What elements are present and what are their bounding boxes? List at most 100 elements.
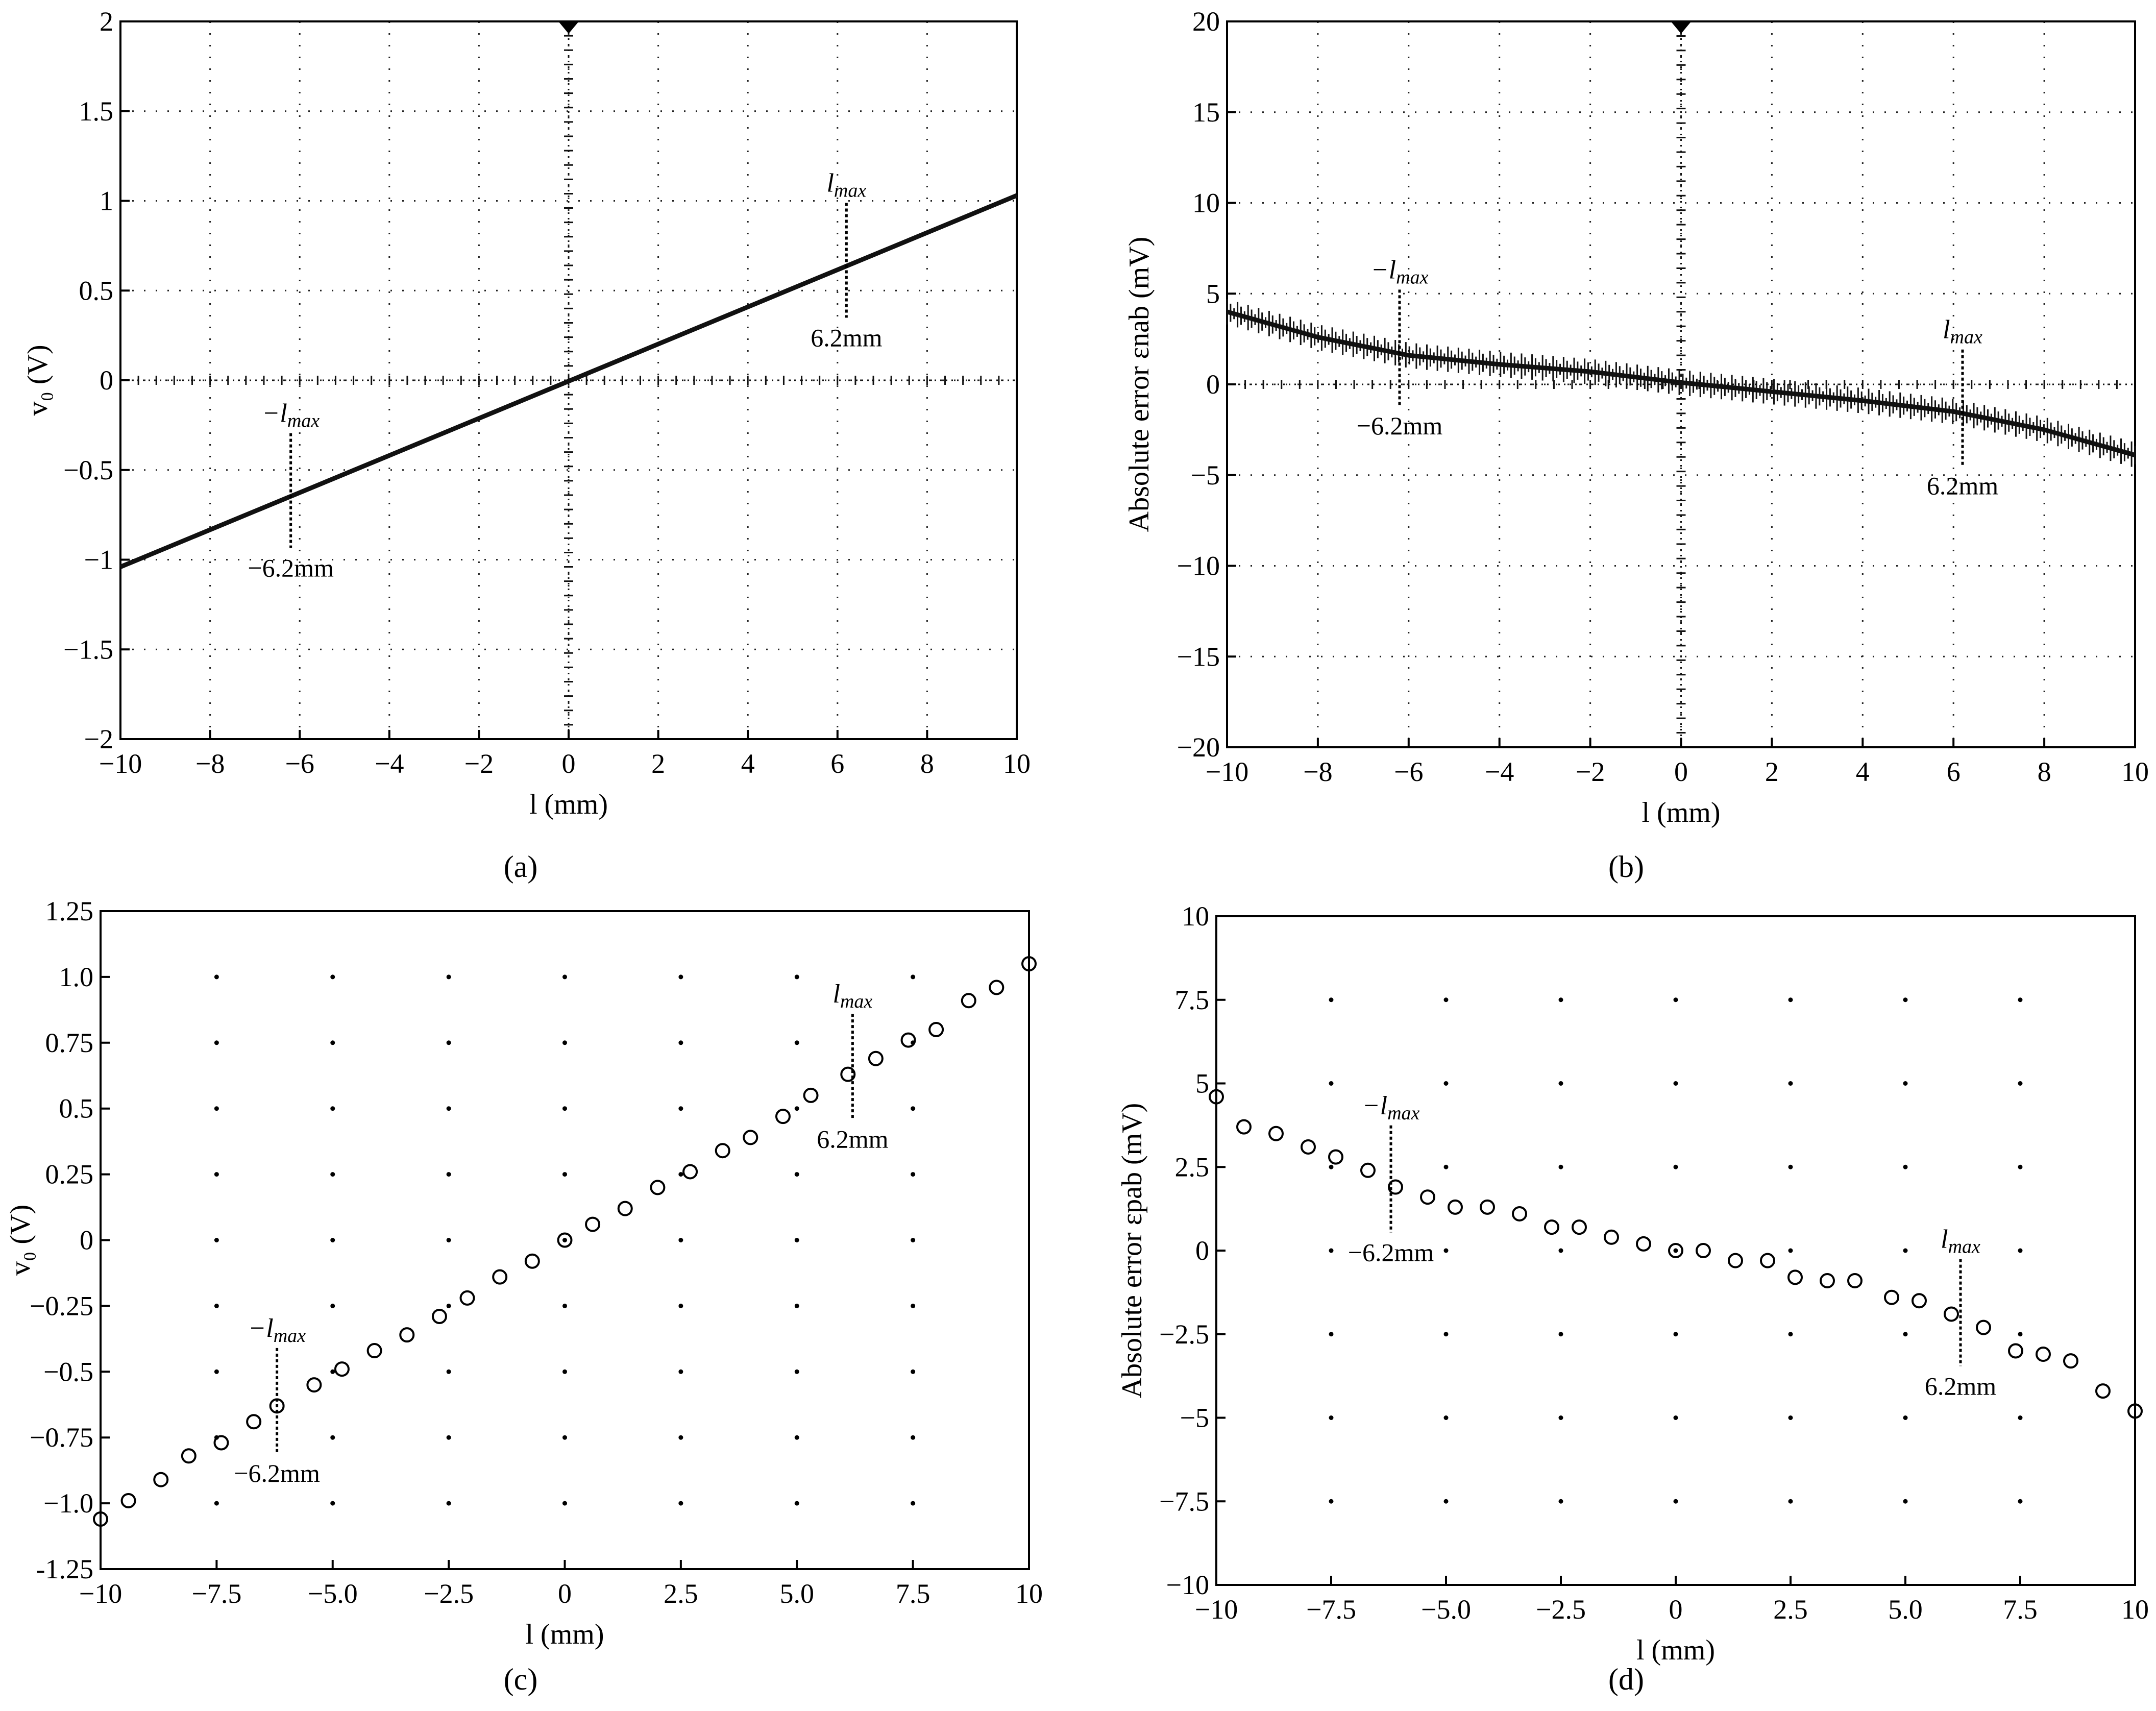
- y-tick-label: 2.5: [1175, 1152, 1210, 1182]
- x-tick-label: 0: [1674, 756, 1688, 787]
- data-point: [617, 1201, 633, 1216]
- data-point: [1760, 1253, 1775, 1268]
- y-tick-label: −5: [1191, 460, 1220, 491]
- grid-dot: [446, 1040, 451, 1045]
- y-tick-label: −0.75: [30, 1422, 93, 1453]
- y-tick-label: −0.5: [63, 455, 113, 485]
- grid-dot: [1329, 997, 1334, 1003]
- x-tick-label: −7.5: [191, 1578, 241, 1609]
- grid-dot: [1329, 1164, 1334, 1169]
- grid-dot: [2018, 1248, 2023, 1253]
- lmax-label: −lmax: [248, 1314, 306, 1347]
- grid-dot: [1558, 1415, 1563, 1420]
- lmax-value-label: −6.2mm: [234, 1459, 320, 1487]
- grid-dot: [1788, 997, 1793, 1003]
- grid-dot: [911, 1303, 916, 1308]
- y-axis-label: Absolute error εnab (mV): [1123, 237, 1155, 532]
- data-point: [492, 1269, 508, 1285]
- lmax-value-label: −6.2mm: [1357, 411, 1443, 440]
- grid-dot: [1443, 1332, 1449, 1337]
- y-tick-label: 10: [1182, 901, 1209, 932]
- grid-dot: [214, 1369, 219, 1374]
- y-tick-label: 2: [100, 6, 113, 37]
- grid-dot: [1329, 1332, 1334, 1337]
- data-point: [868, 1050, 884, 1066]
- x-tick-label: 10: [2121, 756, 2149, 787]
- x-tick-label: 4: [1856, 756, 1870, 787]
- y-tick-label: 1: [100, 186, 113, 216]
- grid-dot: [794, 1303, 799, 1308]
- grid-dot: [911, 1106, 916, 1111]
- grid-dot: [1329, 1248, 1334, 1253]
- data-point: [989, 980, 1004, 995]
- lmax-subscript: max: [1948, 1236, 1980, 1258]
- y-tick-label: 0: [100, 365, 113, 396]
- data-point: [1388, 1179, 1403, 1195]
- lmax-value-label: −6.2mm: [1348, 1238, 1434, 1266]
- grid-dot: [1903, 1332, 1908, 1337]
- grid-dot: [1673, 1415, 1678, 1420]
- x-tick-label: 0: [558, 1578, 572, 1609]
- data-point: [181, 1448, 197, 1464]
- grid-dot: [1329, 1081, 1334, 1086]
- x-tick-label: 2.5: [1773, 1594, 1808, 1625]
- grid-dot: [794, 1501, 799, 1506]
- x-tick-label: 8: [2038, 756, 2051, 787]
- x-axis-label: l (mm): [526, 1619, 604, 1650]
- lmax-symbol: −l: [1362, 1091, 1388, 1120]
- grid-dot: [1788, 1081, 1793, 1086]
- data-point: [1209, 1089, 1224, 1105]
- y-tick-label: 7.5: [1175, 985, 1210, 1015]
- grid-dot: [1558, 1332, 1563, 1337]
- trigger-marker-icon: [1671, 21, 1692, 34]
- y-tick-label: −2.5: [1159, 1319, 1209, 1350]
- x-tick-label: −10: [79, 1578, 122, 1609]
- y-tick-label: 0.5: [79, 275, 114, 306]
- grid-dot: [562, 1501, 567, 1506]
- grid-dot: [1903, 1415, 1908, 1420]
- data-point: [557, 1232, 573, 1248]
- grid-dot: [214, 1303, 219, 1308]
- x-tick-label: −5.0: [1421, 1594, 1471, 1625]
- x-tick-label: 4: [741, 748, 755, 779]
- grid-dot: [2018, 1415, 2023, 1420]
- grid-dot: [446, 1501, 451, 1506]
- data-point: [1448, 1199, 1463, 1215]
- y-tick-label: 15: [1192, 97, 1220, 128]
- y-tick-label: −0.25: [30, 1290, 93, 1321]
- panel-c: −10 −7.5 −5.0 −2.5 0 2.5 5.0 7.5 10 -1.25 −1.0 −0.7…: [5, 896, 1043, 1696]
- x-tick-label: −2: [1576, 756, 1605, 787]
- grid-dot: [1788, 1248, 1793, 1253]
- y-tick-label: −5: [1180, 1403, 1209, 1433]
- lmax-value-label: 6.2mm: [811, 323, 882, 352]
- x-axis-label: l (mm): [1642, 797, 1721, 828]
- grid-dot: [1558, 1164, 1563, 1169]
- grid-dot: [678, 1435, 683, 1440]
- lmax-label: lmax: [1941, 1225, 1980, 1258]
- grid-dot: [562, 974, 567, 980]
- data-point: [2036, 1347, 2051, 1362]
- grid-dot: [1443, 997, 1449, 1003]
- grid-dot: [794, 1106, 799, 1111]
- y-tick-label: −7.5: [1159, 1486, 1209, 1517]
- y-tick-label: 0: [80, 1225, 93, 1256]
- grid-dot: [678, 1040, 683, 1045]
- grid-dot: [214, 1040, 219, 1045]
- grid-dot: [678, 1501, 683, 1506]
- x-tick-label: −5.0: [308, 1578, 358, 1609]
- data-point: [928, 1022, 944, 1038]
- x-tick-label: −4: [1485, 756, 1514, 787]
- data-point: [1884, 1289, 1899, 1305]
- grid-dot: [1329, 1499, 1334, 1504]
- data-point: [1268, 1126, 1284, 1141]
- y-tick-label: 5: [1206, 278, 1220, 309]
- grid-dot: [214, 1238, 219, 1242]
- lmax-value-label: 6.2mm: [1925, 1372, 1996, 1400]
- x-tick-label: −2: [464, 748, 494, 779]
- grid-dot: [678, 1106, 683, 1111]
- grid-dot: [330, 1172, 335, 1177]
- x-tick-label: 7.5: [896, 1578, 930, 1609]
- y-tick-label: -1.25: [36, 1554, 93, 1584]
- lmax-symbol: l: [826, 168, 834, 198]
